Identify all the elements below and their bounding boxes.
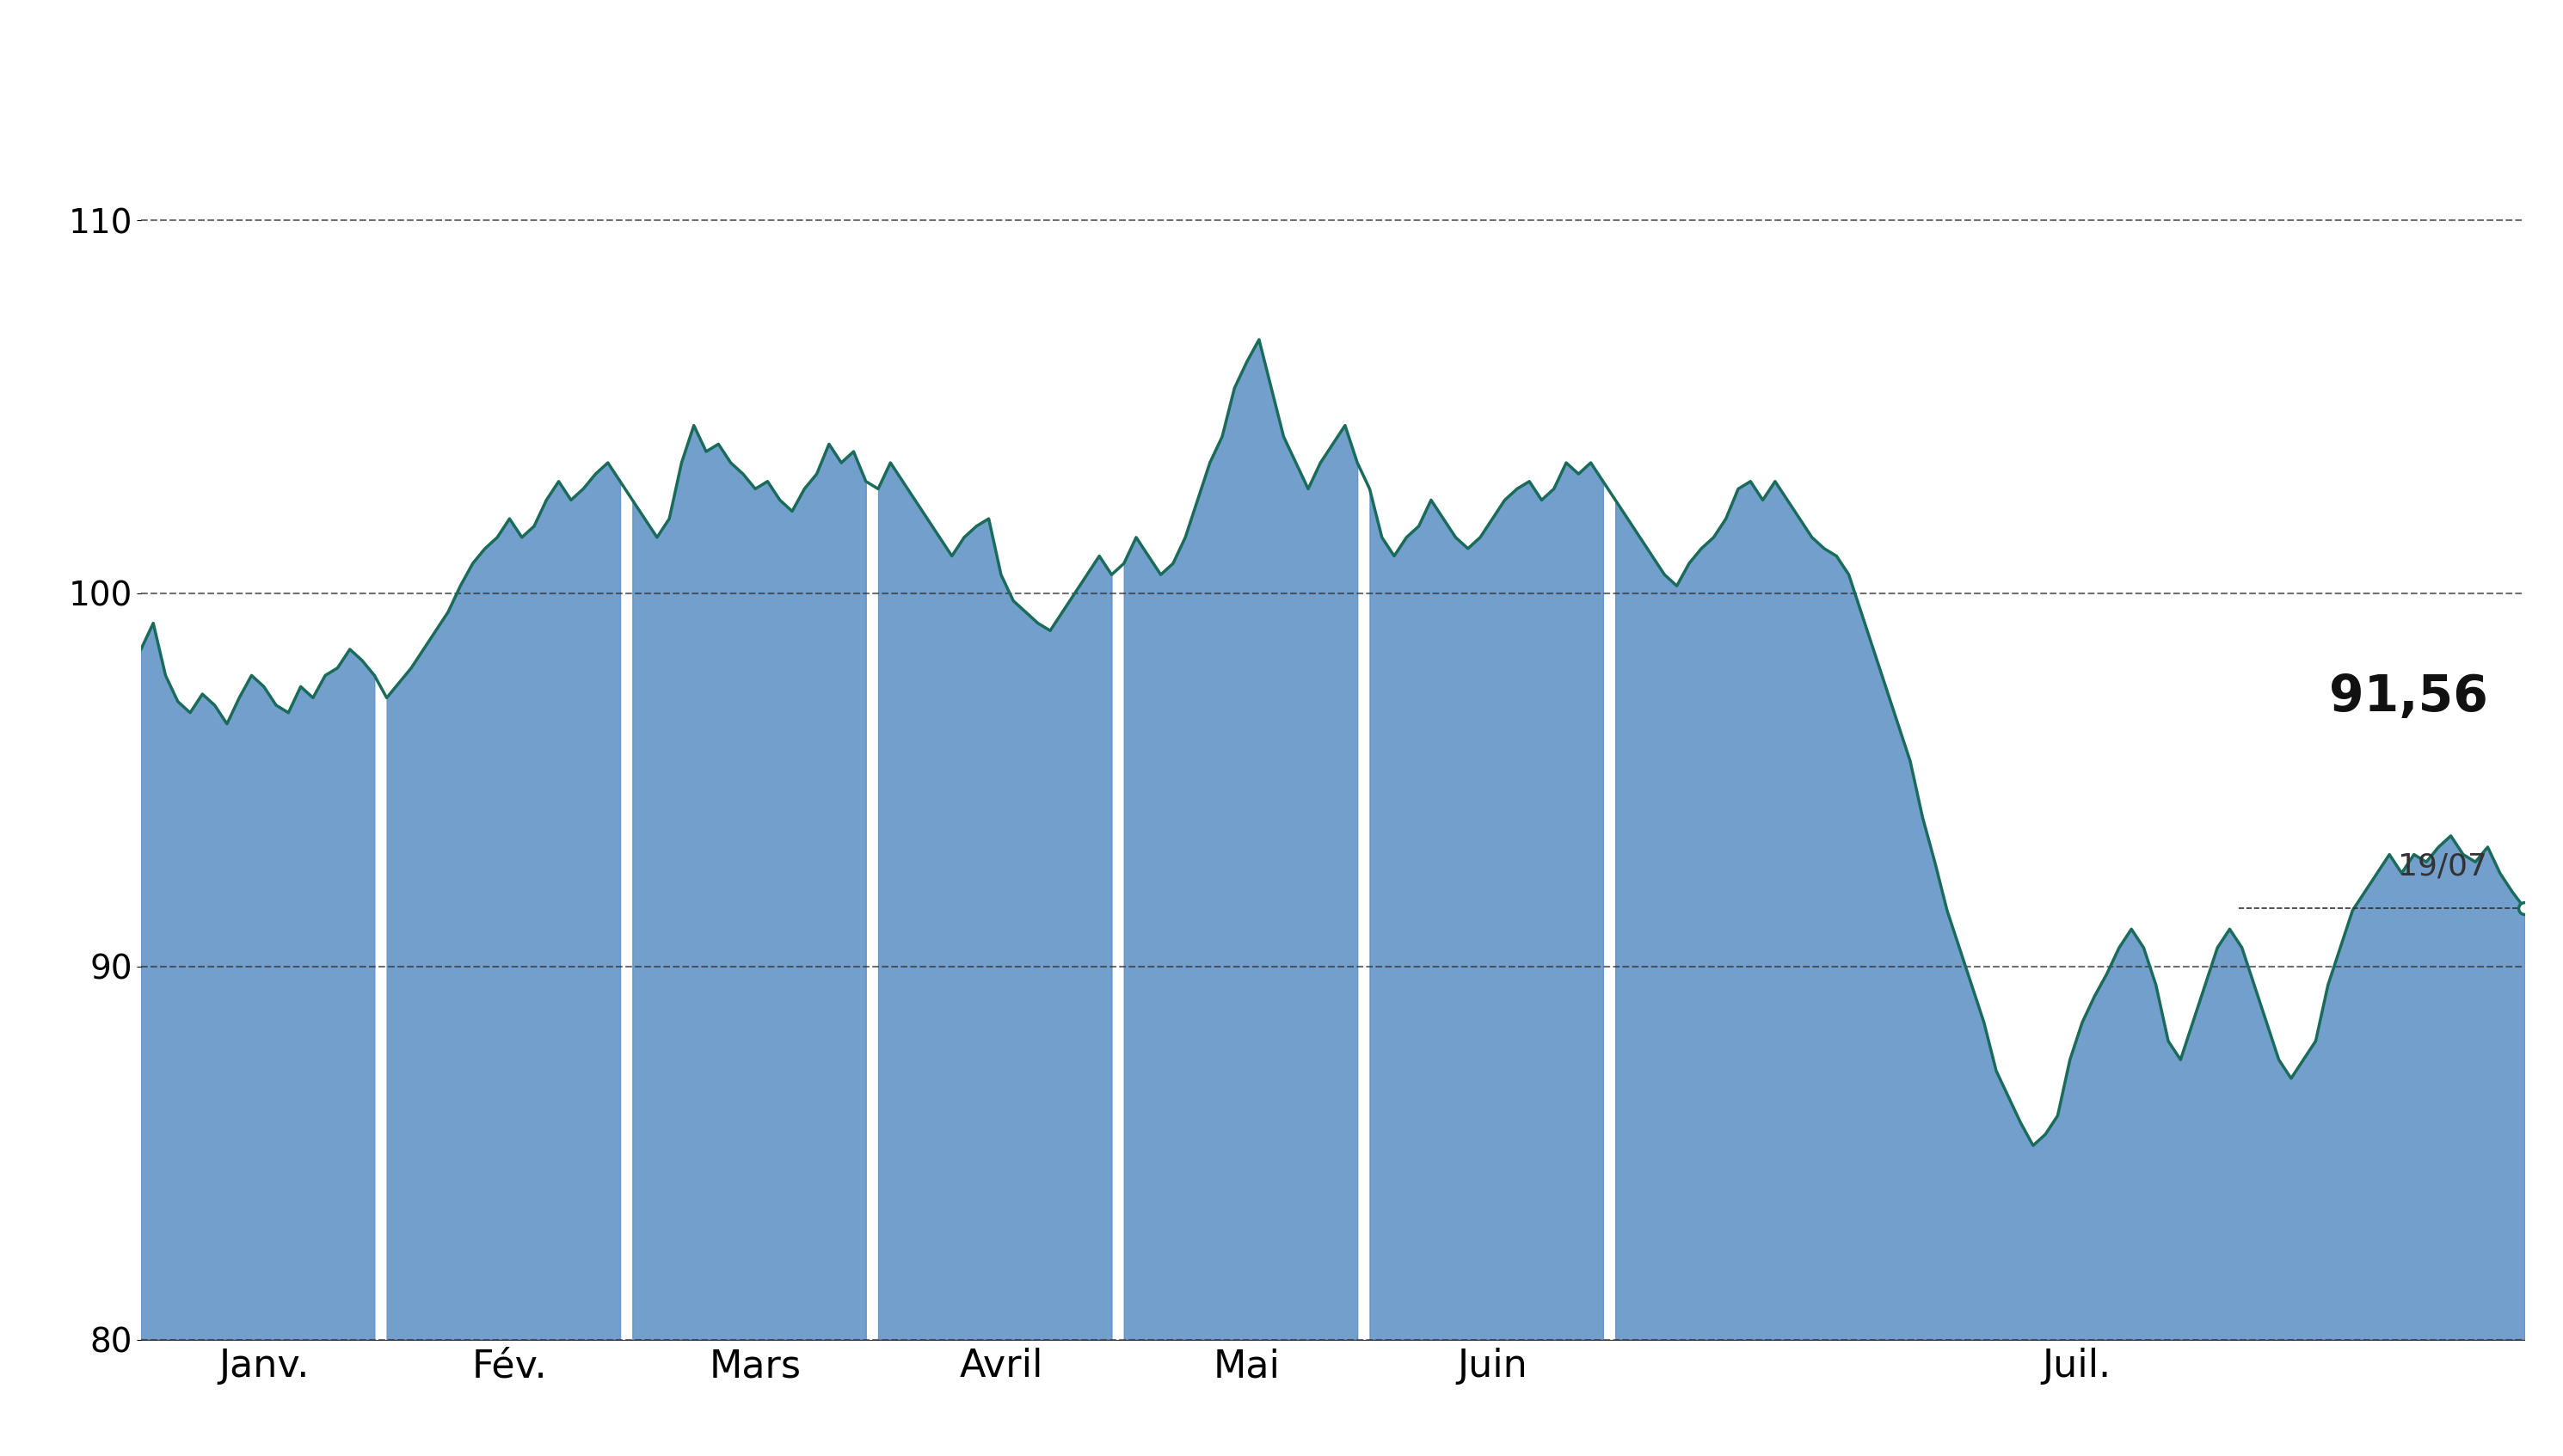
- Text: EIFFAGE: EIFFAGE: [1084, 16, 1479, 100]
- Text: 19/07: 19/07: [2399, 852, 2489, 881]
- Text: 91,56: 91,56: [2330, 673, 2489, 722]
